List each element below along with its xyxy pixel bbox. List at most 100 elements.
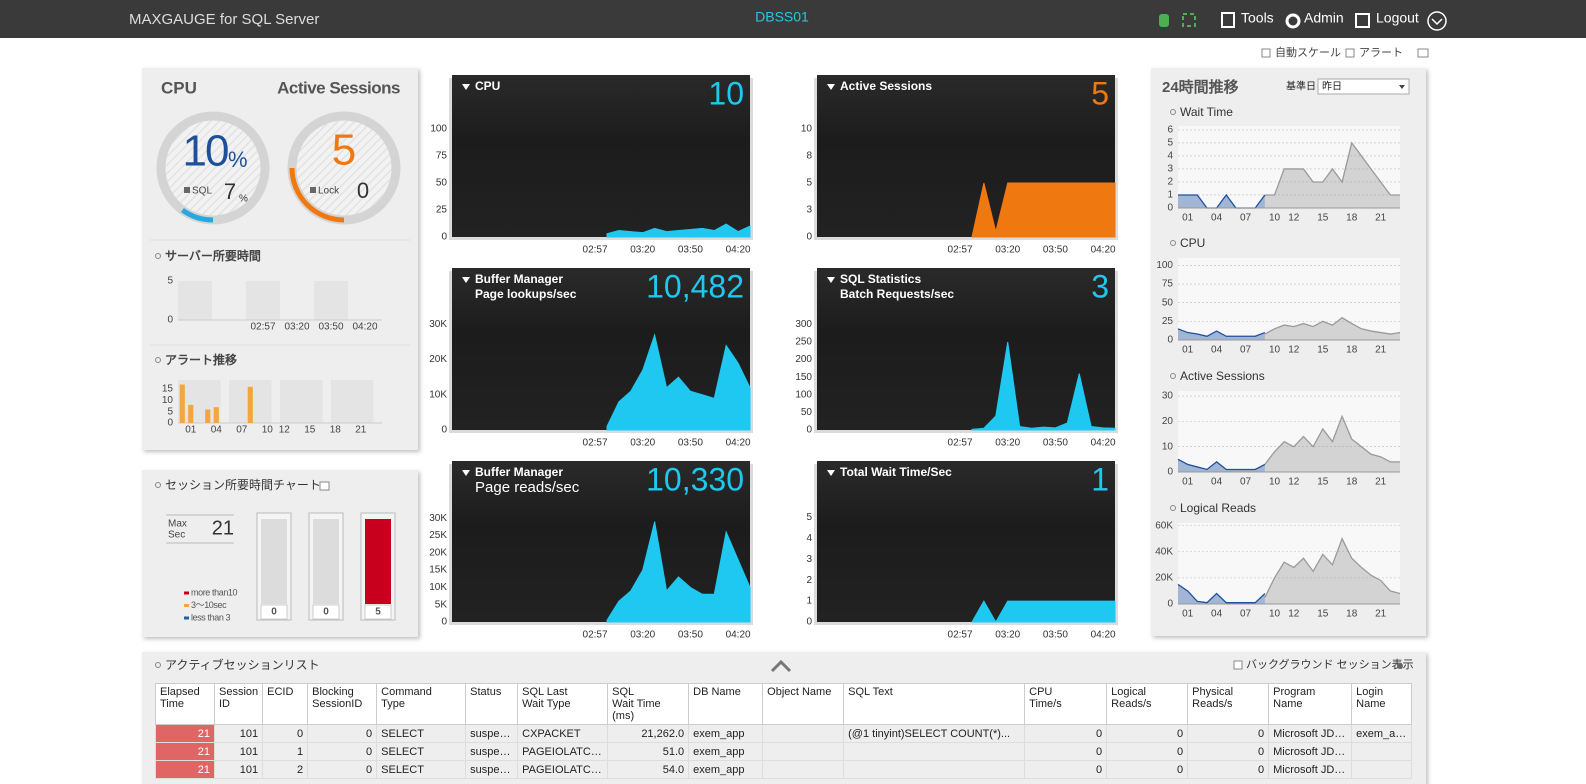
collapse-button[interactable] — [770, 659, 792, 673]
x-tick-label: 10 — [1269, 477, 1281, 488]
gauge-sub-value: 0 — [357, 178, 369, 203]
table-cell: Microsoft JD… — [1268, 742, 1353, 761]
plot-background — [1178, 126, 1400, 208]
x-tick-label: 10 — [1269, 213, 1281, 224]
x-tick-label: 15 — [1317, 213, 1329, 224]
table-cell: Microsoft JD… — [1268, 760, 1353, 779]
x-tick-label: 15 — [1317, 609, 1329, 620]
bar-track — [313, 519, 339, 604]
collapse-toggle[interactable] — [827, 470, 835, 476]
area — [971, 600, 1116, 624]
table-cell: 21 — [155, 760, 215, 779]
table-row[interactable]: 21 101 2 0 SELECT suspe… PAGEIOLATC… 54.0 exem_a… — [155, 760, 1413, 779]
area — [971, 182, 1116, 238]
y-tick-label: 0 — [441, 232, 447, 243]
current-value: 3 — [1091, 268, 1109, 304]
current-value: 10,482 — [646, 268, 744, 304]
plot-background — [1178, 523, 1400, 604]
x-tick-label: 03:20 — [995, 630, 1020, 641]
y-tick-label: 0 — [1167, 335, 1173, 346]
bar — [205, 409, 211, 423]
x-tick-label: 02:57 — [250, 322, 275, 333]
table-cell — [1351, 760, 1413, 779]
column-header: Command Type — [376, 683, 467, 725]
x-tick-label: 15 — [1317, 477, 1329, 488]
logout-icon[interactable] — [1355, 13, 1370, 28]
line — [1177, 583, 1266, 604]
x-tick-label: 07 — [236, 425, 248, 436]
x-tick-label: 10 — [1269, 345, 1281, 356]
table-cell: 0 — [307, 724, 378, 743]
menu-item[interactable]: Logout — [1376, 10, 1419, 26]
bullet — [1170, 505, 1176, 511]
chart-background — [817, 461, 1115, 622]
y-tick-label: 6 — [1167, 125, 1173, 136]
x-tick-label: 03:50 — [1043, 630, 1068, 641]
date-select[interactable] — [1317, 78, 1410, 95]
table-cell: suspe… — [465, 742, 519, 761]
window-icon[interactable] — [319, 481, 330, 491]
db-icon[interactable] — [1159, 14, 1169, 27]
gauge-sub-label: Lock — [318, 186, 340, 197]
x-tick-label: 21 — [1375, 213, 1387, 224]
bar-track — [261, 519, 287, 604]
current-value: 10,330 — [646, 461, 744, 497]
chart-background — [452, 75, 750, 237]
collapse-toggle[interactable] — [827, 84, 835, 90]
gauge-sub-label: SQL — [192, 186, 212, 197]
y-tick-label: 1 — [806, 596, 812, 607]
collapse-toggle[interactable] — [462, 470, 470, 476]
app-title: MAXGAUGE for SQL Server — [129, 11, 319, 28]
y-tick-label: 100 — [430, 124, 447, 135]
x-tick-label: 02:57 — [948, 245, 973, 256]
table-cell: PAGEIOLATC… — [517, 742, 609, 761]
collapse-toggle[interactable] — [827, 277, 835, 283]
area — [1178, 328, 1265, 340]
collapse-toggle[interactable] — [462, 277, 470, 283]
dropdown-icon[interactable] — [1427, 11, 1447, 31]
checkbox[interactable] — [1261, 48, 1271, 58]
table-row[interactable]: 21 101 0 0 SELECT suspe… CXPACKET 21,262.0 exem_… — [155, 724, 1413, 743]
area — [971, 341, 1116, 431]
x-tick-label: 02:57 — [583, 245, 608, 256]
session-table: Elapsed Time Session ID ECID Blocking Sessi… — [155, 683, 1413, 779]
server-name[interactable]: DBSS01 — [755, 9, 809, 25]
checkbox[interactable] — [1233, 660, 1243, 670]
settings-icon[interactable] — [1397, 663, 1403, 669]
x-tick-label: 18 — [1346, 213, 1358, 224]
menu-item[interactable]: Tools — [1241, 10, 1274, 26]
line — [1264, 537, 1401, 598]
checkbox[interactable] — [1345, 48, 1355, 58]
y-tick-label: 5 — [167, 406, 173, 417]
background-option: バックグラウンド セッション表示 — [1246, 657, 1414, 671]
table-cell — [843, 760, 1026, 779]
y-tick-label: 100 — [795, 389, 812, 400]
gauge-title: CPU — [161, 78, 197, 97]
sync-icon[interactable] — [1182, 13, 1196, 27]
menu-item[interactable]: Admin — [1304, 10, 1344, 26]
window-icon[interactable] — [1417, 48, 1429, 58]
x-tick-label: 18 — [1346, 477, 1358, 488]
table-cell — [843, 742, 1026, 761]
table-cell: 0 — [262, 724, 309, 743]
table-cell: 0 — [1187, 742, 1270, 761]
admin-icon[interactable] — [1285, 13, 1301, 29]
panel-title: 24時間推移 — [1162, 78, 1239, 96]
gauge-sub-value: 7 — [224, 179, 236, 204]
value-box — [364, 604, 392, 620]
gauge-title: Active Sessions — [277, 78, 400, 97]
chart-background — [817, 268, 1115, 430]
y-tick-label: 30K — [429, 319, 447, 330]
collapse-toggle[interactable] — [462, 84, 470, 90]
tools-icon[interactable] — [1221, 12, 1235, 28]
chart-title: SQL Statistics — [840, 272, 921, 286]
x-tick-label: 03:20 — [630, 245, 655, 256]
bullet — [1170, 240, 1176, 246]
x-tick-label: 10 — [1269, 609, 1281, 620]
dropdown-arrow — [1431, 18, 1443, 26]
y-tick-label: 0 — [806, 617, 812, 628]
table-cell: 0 — [307, 742, 378, 761]
table-row[interactable]: 21 101 1 0 SELECT suspe… PAGEIOLATC… 51.0 exem_a… — [155, 742, 1413, 761]
y-tick-label: 15K — [429, 565, 447, 576]
current-value: 10 — [708, 75, 744, 111]
